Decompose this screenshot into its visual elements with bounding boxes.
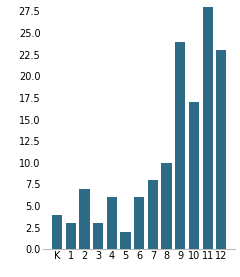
Bar xyxy=(93,223,103,249)
Bar xyxy=(148,180,158,249)
Bar xyxy=(134,198,144,249)
Bar xyxy=(175,42,186,249)
Bar xyxy=(162,163,172,249)
Bar xyxy=(107,198,117,249)
Bar xyxy=(216,50,227,249)
Bar xyxy=(189,102,199,249)
Bar xyxy=(79,189,90,249)
Bar xyxy=(203,7,213,249)
Bar xyxy=(120,232,131,249)
Bar xyxy=(52,215,62,249)
Bar xyxy=(66,223,76,249)
